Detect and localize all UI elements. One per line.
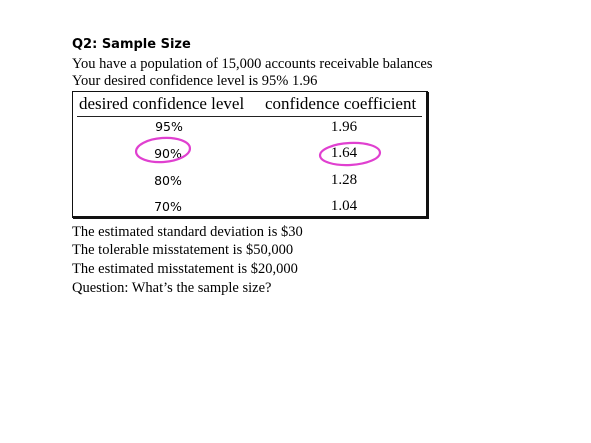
cell-coefficient-196: 1.96: [330, 119, 358, 135]
header-confidence-coefficient: confidence coefficient: [265, 94, 417, 113]
header-confidence-level: desired confidence level: [79, 94, 245, 113]
cell-coefficient-128: 1.28: [330, 172, 358, 188]
population-line: You have a population of 15,000 accounts…: [72, 56, 433, 72]
estimated-misstatement-line: The estimated misstatement is $20,000: [72, 261, 298, 277]
confidence-table: desired confidence level confidence coef…: [72, 91, 428, 218]
cell-level-95: 95%: [155, 119, 183, 134]
cell-level-90: 90%: [154, 146, 182, 161]
cell-level-70: 70%: [154, 199, 182, 214]
question-line: Question: What’s the sample size?: [72, 280, 272, 296]
confidence-level-line: Your desired confidence level is 95% 1.9…: [72, 73, 318, 89]
tolerable-misstatement-line: The tolerable misstatement is $50,000: [72, 242, 294, 258]
question-title: Q2: Sample Size: [72, 37, 191, 52]
cell-coefficient-164: 1.64: [330, 145, 358, 161]
std-deviation-line: The estimated standard deviation is $30: [72, 224, 303, 240]
cell-level-80: 80%: [154, 173, 182, 188]
cell-coefficient-104: 1.04: [330, 198, 358, 214]
header-divider: [77, 116, 422, 117]
